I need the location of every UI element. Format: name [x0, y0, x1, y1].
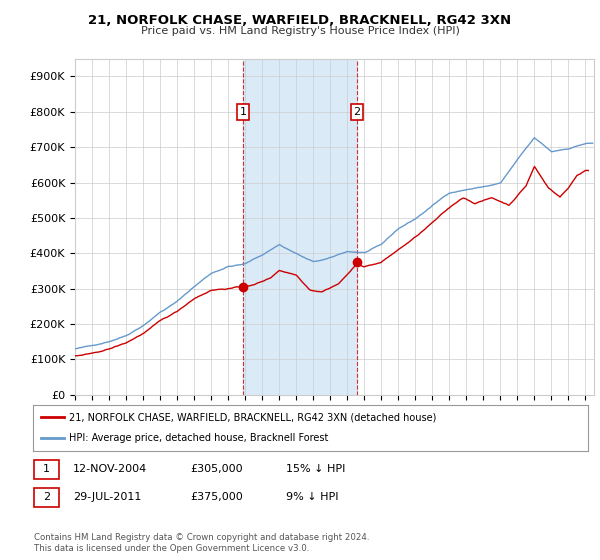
Text: 2: 2: [43, 492, 50, 502]
Text: £305,000: £305,000: [190, 464, 243, 474]
Text: 21, NORFOLK CHASE, WARFIELD, BRACKNELL, RG42 3XN (detached house): 21, NORFOLK CHASE, WARFIELD, BRACKNELL, …: [69, 412, 436, 422]
Bar: [243, 59, 357, 395]
Text: £375,000: £375,000: [190, 492, 243, 502]
Text: 1: 1: [43, 464, 50, 474]
Text: 21, NORFOLK CHASE, WARFIELD, BRACKNELL, RG42 3XN: 21, NORFOLK CHASE, WARFIELD, BRACKNELL, …: [88, 14, 512, 27]
Text: Contains HM Land Registry data © Crown copyright and database right 2024.
This d: Contains HM Land Registry data © Crown c…: [34, 533, 370, 553]
Text: 1: 1: [239, 107, 247, 117]
Text: 12-NOV-2004: 12-NOV-2004: [73, 464, 148, 474]
Text: Price paid vs. HM Land Registry's House Price Index (HPI): Price paid vs. HM Land Registry's House …: [140, 26, 460, 36]
Text: 9% ↓ HPI: 9% ↓ HPI: [286, 492, 338, 502]
Text: 29-JUL-2011: 29-JUL-2011: [73, 492, 142, 502]
Text: 15% ↓ HPI: 15% ↓ HPI: [286, 464, 346, 474]
Text: 2: 2: [353, 107, 361, 117]
Text: HPI: Average price, detached house, Bracknell Forest: HPI: Average price, detached house, Brac…: [69, 433, 328, 444]
